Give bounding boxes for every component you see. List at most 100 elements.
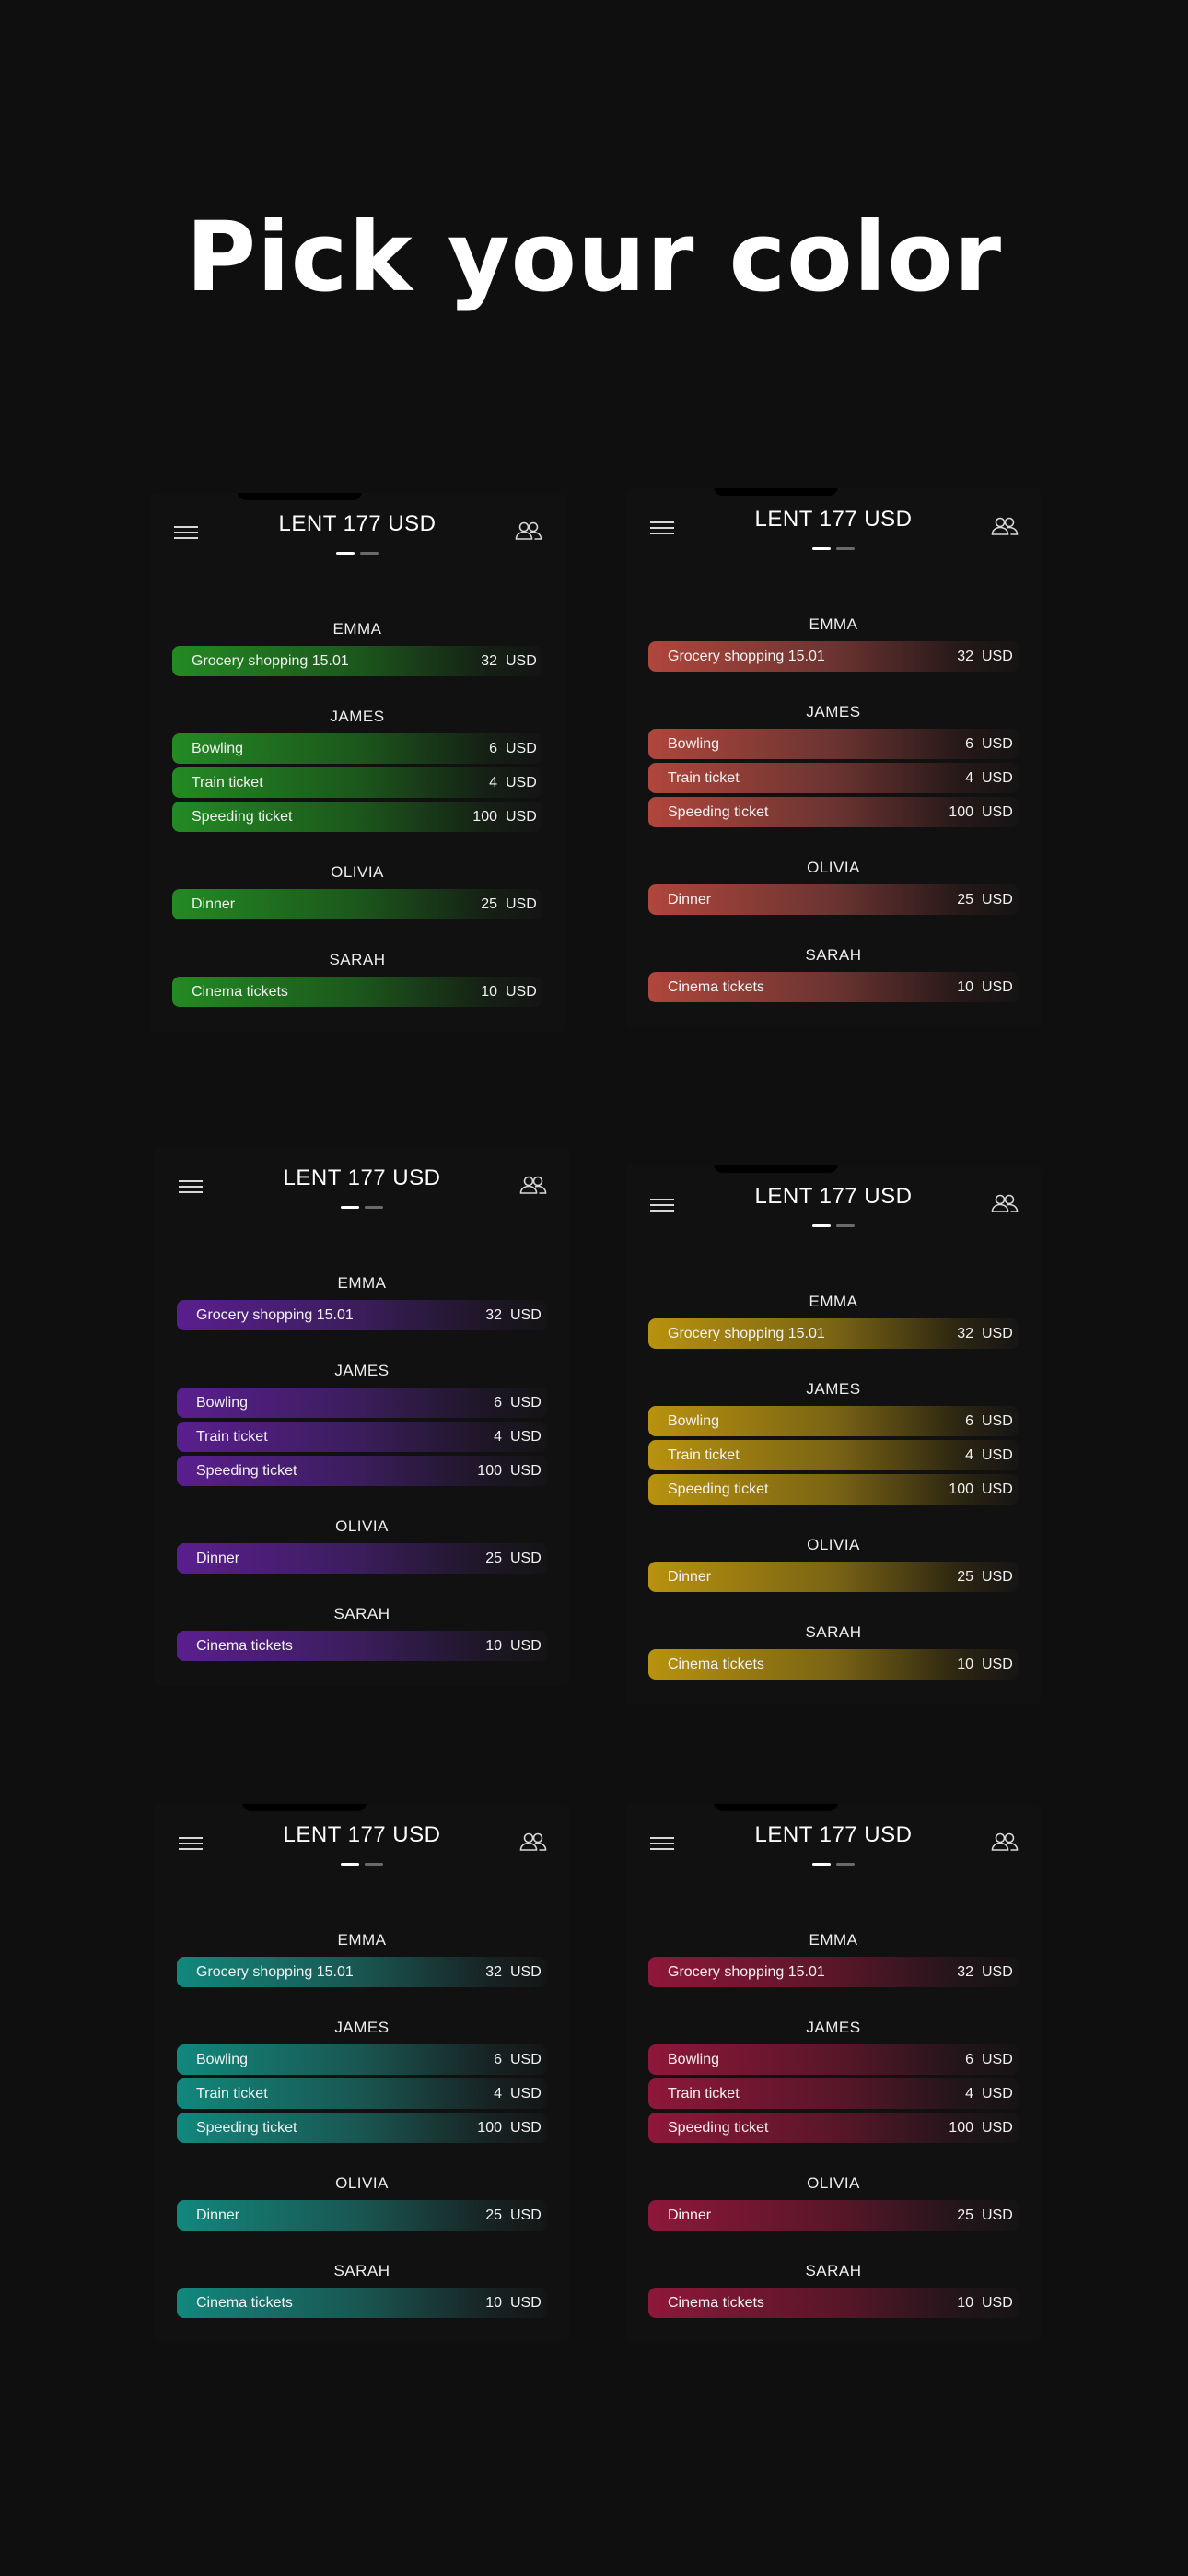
debt-item-row[interactable]: Grocery shopping 15.01 32 USD — [172, 646, 542, 676]
people-icon[interactable] — [991, 1831, 1019, 1853]
debt-groups: EMMA Grocery shopping 15.01 32 USD JAMES Bowl… — [648, 1931, 1019, 2343]
debt-item-label: Dinner — [196, 1550, 240, 1566]
debt-item-row[interactable]: Grocery shopping 15.01 32 USD — [648, 1957, 1019, 1987]
debt-item-amount: 25 — [957, 891, 973, 907]
debt-item-row[interactable]: Cinema tickets 10 USD — [648, 972, 1019, 1002]
debt-item-amount: 100 — [477, 1462, 502, 1479]
debt-item-currency: USD — [982, 735, 1013, 752]
debt-item-row[interactable]: Cinema tickets 10 USD — [177, 1631, 547, 1661]
page-dot[interactable] — [365, 1863, 383, 1866]
debt-item-row[interactable]: Bowling 6 USD — [648, 1406, 1019, 1436]
debt-item-row[interactable]: Speeding ticket 100 USD — [177, 1456, 547, 1486]
person-name: JAMES — [334, 2019, 390, 2036]
people-icon[interactable] — [515, 520, 542, 542]
debt-item-label: Grocery shopping 15.01 — [668, 1325, 825, 1341]
debt-item-row[interactable]: Speeding ticket 100 USD — [172, 802, 542, 832]
debt-item-amount: 100 — [949, 1481, 973, 1497]
menu-icon[interactable] — [650, 521, 674, 534]
debt-item-row[interactable]: Dinner 25 USD — [177, 1543, 547, 1574]
menu-icon-line — [650, 1837, 674, 1839]
menu-icon[interactable] — [650, 1837, 674, 1850]
debt-item-row[interactable]: Dinner 25 USD — [177, 2200, 547, 2231]
debt-item-label: Grocery shopping 15.01 — [196, 1963, 354, 1980]
debt-item-row[interactable]: Dinner 25 USD — [648, 2200, 1019, 2231]
debt-item-row[interactable]: Train ticket 4 USD — [177, 1422, 547, 1452]
menu-icon[interactable] — [174, 526, 198, 539]
debt-item-currency: USD — [506, 774, 537, 790]
debt-item-label: Bowling — [192, 740, 244, 756]
debt-item-currency: USD — [510, 2119, 542, 2136]
page-dot-active[interactable] — [812, 1224, 831, 1227]
debt-item-row[interactable]: Speeding ticket 100 USD — [177, 2113, 547, 2143]
debt-item-row[interactable]: Train ticket 4 USD — [648, 2078, 1019, 2109]
person-group: OLIVIA Dinner 25 USD — [648, 2174, 1019, 2231]
debt-item-label: Train ticket — [668, 769, 740, 786]
menu-icon[interactable] — [179, 1180, 203, 1193]
debt-item-label: Train ticket — [192, 774, 263, 790]
debt-item-row[interactable]: Bowling 6 USD — [648, 2044, 1019, 2075]
page-dot[interactable] — [365, 1206, 383, 1209]
debt-item-amount: 6 — [494, 2051, 502, 2067]
menu-icon[interactable] — [179, 1837, 203, 1850]
debt-item-row[interactable]: Cinema tickets 10 USD — [648, 1649, 1019, 1680]
debt-item-row[interactable]: Speeding ticket 100 USD — [648, 797, 1019, 827]
person-group: OLIVIA Dinner 25 USD — [648, 1536, 1019, 1592]
debt-item-row[interactable]: Train ticket 4 USD — [648, 763, 1019, 793]
people-icon[interactable] — [991, 1192, 1019, 1214]
debt-item-amount: 25 — [485, 2207, 502, 2223]
debt-item-row[interactable]: Speeding ticket 100 USD — [648, 1474, 1019, 1505]
page-dot[interactable] — [360, 552, 379, 555]
debt-item-row[interactable]: Grocery shopping 15.01 32 USD — [177, 1957, 547, 1987]
debt-item-label: Dinner — [668, 1568, 712, 1585]
debt-item-currency: USD — [982, 1963, 1013, 1980]
debt-item-row[interactable]: Grocery shopping 15.01 32 USD — [177, 1300, 547, 1330]
debt-item-row[interactable]: Cinema tickets 10 USD — [177, 2288, 547, 2318]
people-icon[interactable] — [519, 1831, 547, 1853]
debt-item-amount: 100 — [477, 2119, 502, 2136]
people-icon[interactable] — [991, 515, 1019, 537]
page-dot[interactable] — [836, 1863, 855, 1866]
page-dot-active[interactable] — [341, 1863, 359, 1866]
debt-item-label: Train ticket — [668, 1446, 740, 1463]
debt-item-row[interactable]: Grocery shopping 15.01 32 USD — [648, 1318, 1019, 1349]
debt-item-row[interactable]: Bowling 6 USD — [172, 733, 542, 764]
debt-item-label: Speeding ticket — [668, 1481, 769, 1497]
person-group: JAMES Bowling 6 USD Train ticket 4 USD Speeding… — [648, 703, 1019, 827]
person-name: SARAH — [805, 1623, 862, 1641]
debt-item-row[interactable]: Train ticket 4 USD — [172, 767, 542, 798]
person-name: SARAH — [805, 2262, 862, 2279]
debt-item-row[interactable]: Bowling 6 USD — [177, 2044, 547, 2075]
debt-item-row[interactable]: Grocery shopping 15.01 32 USD — [648, 641, 1019, 672]
page-dot[interactable] — [836, 547, 855, 550]
person-name: EMMA — [809, 615, 858, 633]
person-group: SARAH Cinema tickets 10 USD — [648, 946, 1019, 1002]
page-dot-active[interactable] — [812, 1863, 831, 1866]
debt-item-currency: USD — [506, 896, 537, 912]
debt-item-row[interactable]: Speeding ticket 100 USD — [648, 2113, 1019, 2143]
page-dot-active[interactable] — [336, 552, 355, 555]
debt-groups: EMMA Grocery shopping 15.01 32 USD JAMES Bowl… — [648, 615, 1019, 1027]
debt-item-currency: USD — [982, 1568, 1013, 1585]
debt-item-row[interactable]: Train ticket 4 USD — [648, 1440, 1019, 1470]
people-icon[interactable] — [519, 1174, 547, 1196]
debt-item-row[interactable]: Dinner 25 USD — [172, 889, 542, 919]
menu-icon[interactable] — [650, 1199, 674, 1212]
debt-item-row[interactable]: Bowling 6 USD — [648, 729, 1019, 759]
person-group: JAMES Bowling 6 USD Train ticket 4 USD Speeding… — [648, 1380, 1019, 1505]
debt-item-row[interactable]: Train ticket 4 USD — [177, 2078, 547, 2109]
debt-item-label: Bowling — [668, 735, 720, 752]
page-dot-active[interactable] — [341, 1206, 359, 1209]
debt-item-row[interactable]: Dinner 25 USD — [648, 1562, 1019, 1592]
debt-item-row[interactable]: Dinner 25 USD — [648, 884, 1019, 915]
person-group: JAMES Bowling 6 USD Train ticket 4 USD Speeding… — [172, 708, 542, 832]
person-name: JAMES — [806, 2019, 861, 2036]
page-dot-active[interactable] — [812, 547, 831, 550]
debt-item-row[interactable]: Bowling 6 USD — [177, 1388, 547, 1418]
page-dot[interactable] — [836, 1224, 855, 1227]
debt-item-row[interactable]: Cinema tickets 10 USD — [648, 2288, 1019, 2318]
debt-item-amount: 10 — [485, 1637, 502, 1654]
debt-item-label: Bowling — [668, 2051, 720, 2067]
debt-item-currency: USD — [510, 1550, 542, 1566]
person-group: SARAH Cinema tickets 10 USD — [177, 1605, 547, 1661]
debt-item-row[interactable]: Cinema tickets 10 USD — [172, 977, 542, 1007]
